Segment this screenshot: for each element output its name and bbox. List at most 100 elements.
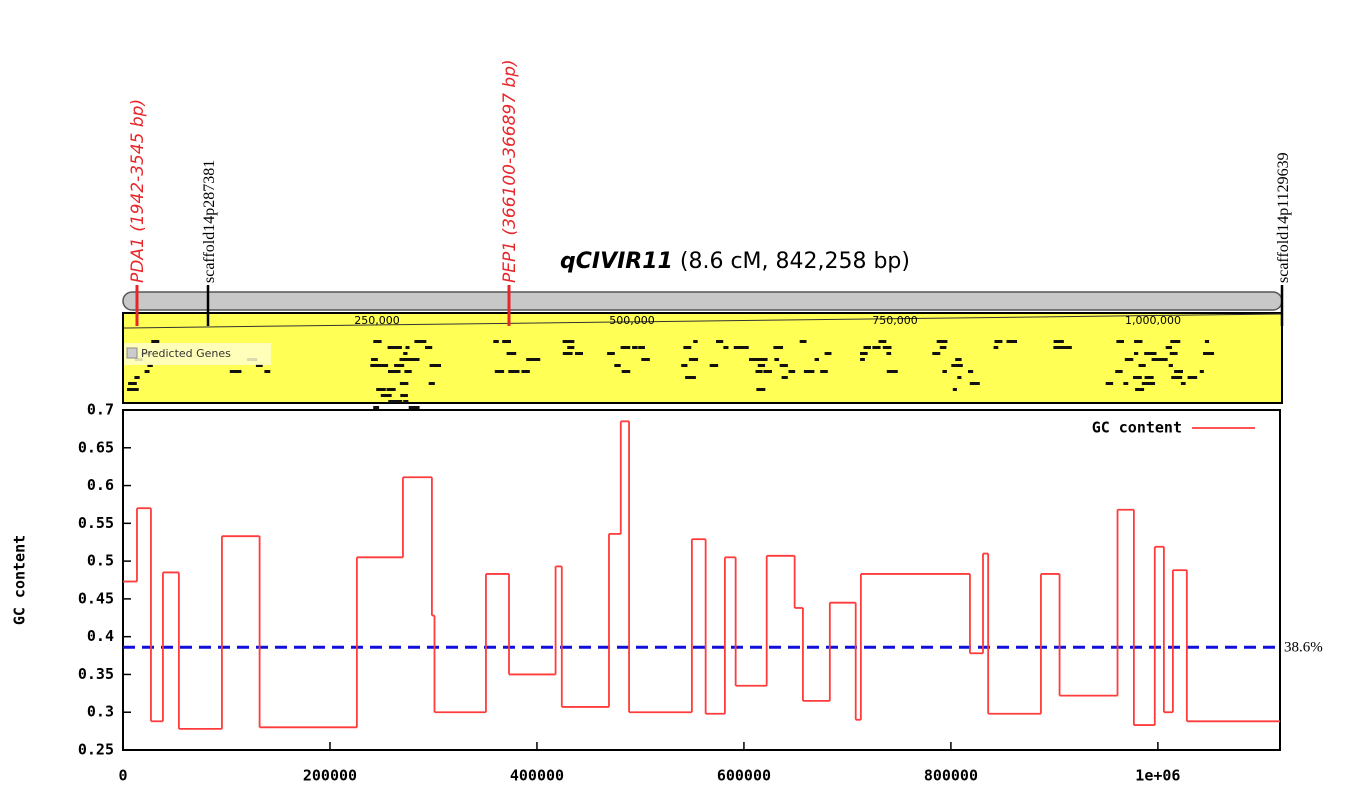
gene-glyph: [1174, 370, 1183, 373]
gene-glyph: [1135, 340, 1142, 343]
gene-glyph: [740, 346, 749, 349]
gene-glyph: [1205, 340, 1209, 343]
gene-glyph: [1123, 382, 1128, 385]
gene-glyph: [826, 352, 832, 355]
x-tick-label: 800000: [924, 767, 978, 785]
gene-glyph: [400, 382, 408, 385]
y-axis-label: GC content: [11, 535, 29, 625]
gene-glyph: [1159, 358, 1168, 361]
x-tick-label: 1e+06: [1135, 767, 1180, 785]
gene-glyph: [994, 346, 999, 349]
gene-glyph: [723, 346, 728, 349]
gene-glyph: [689, 358, 693, 361]
gene-glyph: [773, 346, 783, 349]
gene-glyph: [1116, 340, 1124, 343]
gene-glyph: [887, 370, 898, 373]
region-detail: (8.6 cM, 842,258 bp): [680, 249, 910, 274]
gene-glyph: [716, 340, 723, 343]
track-icon: [127, 348, 137, 358]
marker-label: scaffold14p1129639: [1275, 152, 1292, 283]
gene-glyph: [530, 358, 541, 361]
gene-glyph: [1054, 340, 1064, 343]
gene-glyph: [127, 388, 139, 391]
gene-glyph: [371, 358, 378, 361]
y-tick-label: 0.3: [87, 703, 114, 721]
chromosome-bar: [123, 292, 1282, 310]
gene-glyph: [883, 346, 892, 349]
gene-glyph: [493, 340, 498, 343]
gene-glyph: [373, 406, 379, 409]
y-tick-label: 0.7: [87, 401, 114, 419]
gene-browser: [123, 313, 1282, 403]
gene-glyph: [388, 370, 394, 373]
gene-glyph: [404, 370, 411, 373]
y-tick-label: 0.5: [87, 552, 114, 570]
y-tick-label: 0.25: [78, 741, 114, 759]
gene-glyph: [403, 400, 408, 403]
gene-glyph: [522, 370, 530, 373]
gene-glyph: [1115, 370, 1122, 373]
gene-glyph: [264, 370, 270, 373]
gene-glyph: [563, 352, 573, 355]
gene-glyph: [638, 346, 645, 349]
gene-glyph: [681, 364, 687, 367]
gene-glyph: [394, 364, 404, 367]
gene-glyph: [502, 340, 511, 343]
gene-glyph: [1139, 364, 1145, 367]
gene-glyph: [968, 370, 973, 373]
gene-glyph: [622, 370, 631, 373]
gene-glyph: [507, 352, 517, 355]
gene-glyph: [614, 364, 620, 367]
gene-glyph: [381, 394, 392, 397]
gene-glyph: [1145, 376, 1154, 379]
gene-glyph: [800, 340, 807, 343]
y-tick-label: 0.65: [78, 438, 114, 456]
gene-glyph: [763, 370, 772, 373]
gene-glyph: [1007, 340, 1018, 343]
gene-glyph: [430, 364, 441, 367]
gene-glyph: [1188, 376, 1198, 379]
gene-glyph: [782, 376, 788, 379]
gene-glyph: [860, 358, 865, 361]
marker-label: PEP1 (366100-366897 bp): [500, 59, 520, 283]
gene-glyph: [567, 346, 574, 349]
gene-glyph: [955, 358, 961, 361]
gene-glyph: [1166, 346, 1172, 349]
gene-glyph: [379, 364, 388, 367]
gene-glyph: [756, 358, 767, 361]
gene-glyph: [879, 340, 887, 343]
marker-label: scaffold14p287381: [201, 160, 218, 283]
plot-frame: [123, 410, 1280, 750]
gene-glyph: [495, 370, 504, 373]
gene-glyph: [233, 370, 241, 373]
gene-glyph: [1134, 352, 1138, 355]
gene-glyph: [872, 346, 880, 349]
gene-glyph: [145, 370, 150, 373]
gene-glyph: [151, 340, 159, 343]
gene-glyph: [940, 346, 947, 349]
gene-glyph: [508, 370, 519, 373]
gene-glyph: [641, 358, 648, 361]
gene-glyph: [1133, 376, 1138, 379]
gene-glyph: [1171, 376, 1182, 379]
gene-glyph: [932, 352, 940, 355]
x-tick-label: 400000: [510, 767, 564, 785]
gene-glyph: [693, 340, 697, 343]
gene-glyph: [942, 370, 947, 373]
gene-glyph: [864, 346, 871, 349]
x-tick-label: 600000: [717, 767, 771, 785]
gene-glyph: [400, 394, 408, 397]
gene-glyph: [1145, 352, 1157, 355]
gene-glyph: [1203, 352, 1214, 355]
gene-glyph: [134, 376, 139, 379]
gene-glyph: [414, 340, 425, 343]
gene-glyph: [710, 364, 718, 367]
gene-glyph: [804, 370, 815, 373]
gene-glyph: [373, 340, 381, 343]
x-tick-label: 200000: [303, 767, 357, 785]
gene-glyph: [388, 400, 397, 403]
gene-glyph: [387, 388, 396, 391]
y-tick-label: 0.35: [78, 665, 114, 683]
gene-glyph: [1062, 346, 1072, 349]
gene-glyph: [886, 352, 891, 355]
